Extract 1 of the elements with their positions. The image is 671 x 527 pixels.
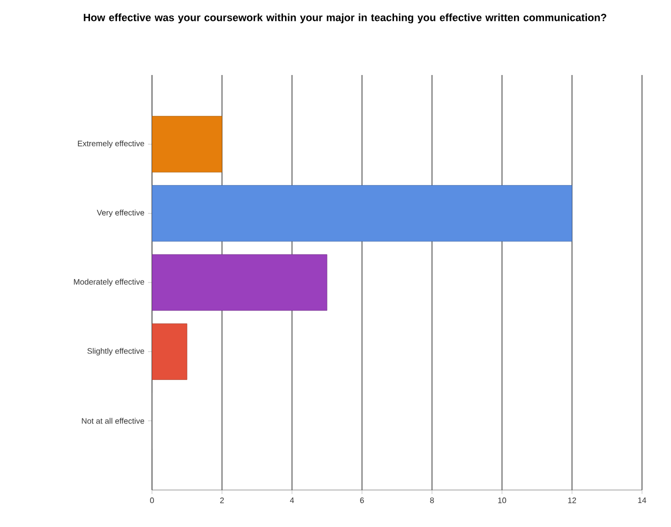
chart-title: How effective was your coursework within your major in teaching you effective written communication? <box>84 14 606 24</box>
